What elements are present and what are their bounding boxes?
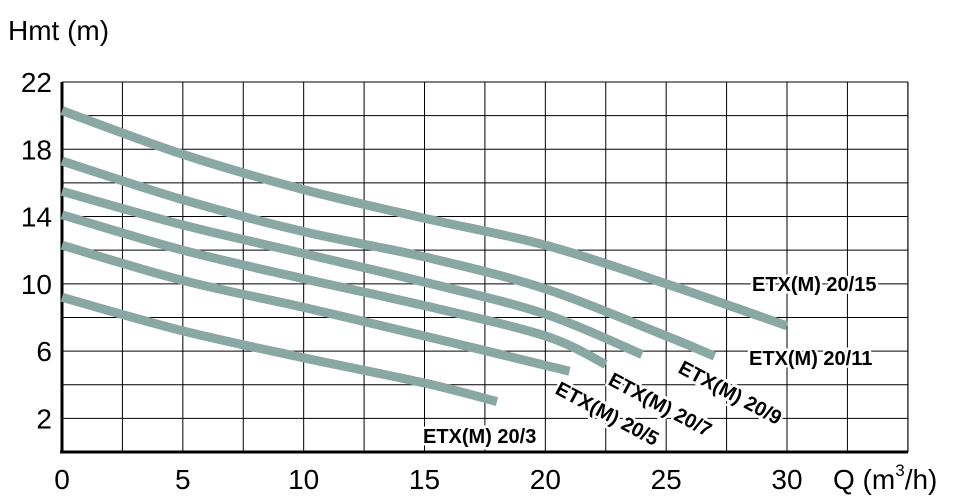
x-tick-label: 30 bbox=[771, 464, 802, 495]
curve-series-0 bbox=[60, 292, 499, 406]
x-tick-label: 20 bbox=[530, 464, 561, 495]
x-tick-label: 10 bbox=[288, 464, 319, 495]
y-axis-title: Hmt (m) bbox=[8, 15, 109, 46]
x-axis-title: Q (m3/h) bbox=[833, 461, 937, 495]
y-tick-label: 22 bbox=[21, 67, 52, 98]
x-tick-label: 15 bbox=[409, 464, 440, 495]
curve-label-5: ETX(M) 20/15 bbox=[752, 274, 876, 296]
curve-label-0: ETX(M) 20/3 bbox=[423, 426, 536, 448]
x-tick-label: 5 bbox=[175, 464, 191, 495]
y-tick-labels: 2 6 10 14 18 22 bbox=[21, 67, 52, 434]
y-tick-label: 2 bbox=[36, 403, 52, 434]
curve-series-1 bbox=[60, 240, 571, 376]
curve-series-3 bbox=[60, 186, 644, 359]
y-tick-label: 10 bbox=[21, 269, 52, 300]
pump-curves bbox=[60, 106, 789, 406]
x-tick-label: 0 bbox=[54, 464, 70, 495]
curve-label-4: ETX(M) 20/11 bbox=[749, 348, 872, 370]
x-tick-label: 25 bbox=[651, 464, 682, 495]
y-tick-label: 6 bbox=[36, 336, 52, 367]
curve-series-4 bbox=[60, 156, 717, 361]
x-tick-labels: 0 5 10 15 20 25 30 bbox=[54, 464, 802, 495]
curve-series-5 bbox=[60, 106, 789, 331]
y-tick-label: 14 bbox=[21, 202, 52, 233]
y-tick-label: 18 bbox=[21, 134, 52, 165]
curve-series-2 bbox=[60, 210, 608, 369]
